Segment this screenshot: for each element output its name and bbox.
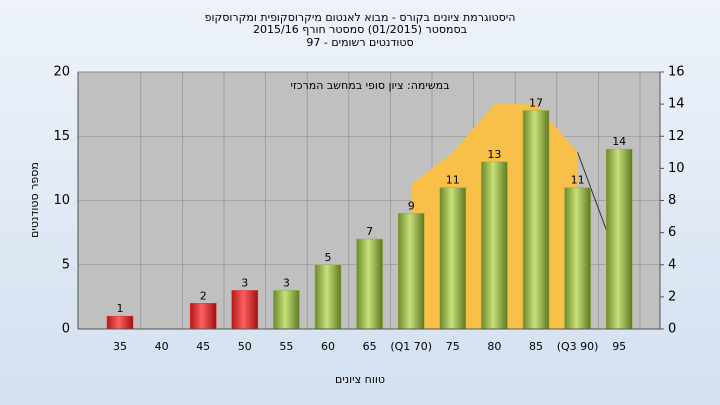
bar <box>231 290 259 330</box>
data-label: 3 <box>241 276 248 289</box>
bar <box>522 110 550 330</box>
x-tick-label: 45 <box>196 340 210 353</box>
x-tick-label: 60 <box>321 340 335 353</box>
y2-tick-label: 8 <box>668 193 676 208</box>
y2-tick-label: 2 <box>668 289 676 304</box>
bar <box>189 303 217 330</box>
bar <box>481 161 508 330</box>
bar <box>356 238 383 330</box>
y2-tick-label: 4 <box>668 257 676 272</box>
x-tick-label: 85 <box>529 340 543 353</box>
data-label: 11 <box>446 174 460 187</box>
title-line: סטודנטים רשומים - 97 <box>306 36 413 49</box>
data-label: 3 <box>283 276 290 289</box>
data-label: 9 <box>408 199 415 212</box>
bar <box>605 148 633 330</box>
y2-tick-label: 0 <box>668 322 676 337</box>
x-tick-label: 75 <box>446 340 460 353</box>
y-tick-label: 0 <box>62 322 70 337</box>
y2-tick-label: 12 <box>668 129 685 144</box>
x-tick-label: 80 <box>487 340 501 353</box>
x-tick-label: 55 <box>279 340 293 353</box>
y-tick-label: 15 <box>53 129 70 144</box>
x-tick-label: 35 <box>113 340 127 353</box>
annotation: במשימה: ציון סופי במחשב המרכזי <box>290 79 449 92</box>
data-label: 2 <box>200 289 207 302</box>
data-label: 11 <box>571 174 585 187</box>
y-tick-label: 10 <box>53 193 70 208</box>
x-tick-label: 40 <box>155 340 169 353</box>
title-line: היסטוגרמת ציונים בקורס - מבוא לאנטום מיק… <box>205 11 516 24</box>
data-label: 1 <box>117 302 124 315</box>
bar <box>106 315 134 330</box>
x-tick-label: (Q1 70) <box>390 340 432 353</box>
title-line: בסמסטר (01/2015) סמסטר חורף 2015/16 <box>253 23 467 36</box>
x-tick-label: 65 <box>363 340 377 353</box>
bar <box>314 264 342 330</box>
y2-tick-label: 10 <box>668 161 685 176</box>
data-label: 13 <box>487 148 501 161</box>
x-tick-label: (Q3 90) <box>557 340 599 353</box>
x-tick-label: 95 <box>612 340 626 353</box>
bar <box>439 187 467 330</box>
y2-tick-label: 14 <box>668 97 685 112</box>
bar <box>564 187 591 330</box>
data-label: 7 <box>366 225 373 238</box>
x-axis-label: טווח ציונים <box>335 373 385 386</box>
x-tick-label: 50 <box>238 340 252 353</box>
data-label: 14 <box>612 135 626 148</box>
y-tick-label: 20 <box>53 65 70 80</box>
y-axis-label: מספר סטודנטים <box>28 162 41 238</box>
bar <box>397 213 425 330</box>
data-label: 5 <box>325 251 332 264</box>
y2-tick-label: 6 <box>668 225 676 240</box>
y-tick-label: 5 <box>62 257 70 272</box>
bar <box>273 290 300 330</box>
y2-tick-label: 16 <box>668 65 685 80</box>
data-label: 17 <box>529 97 543 110</box>
